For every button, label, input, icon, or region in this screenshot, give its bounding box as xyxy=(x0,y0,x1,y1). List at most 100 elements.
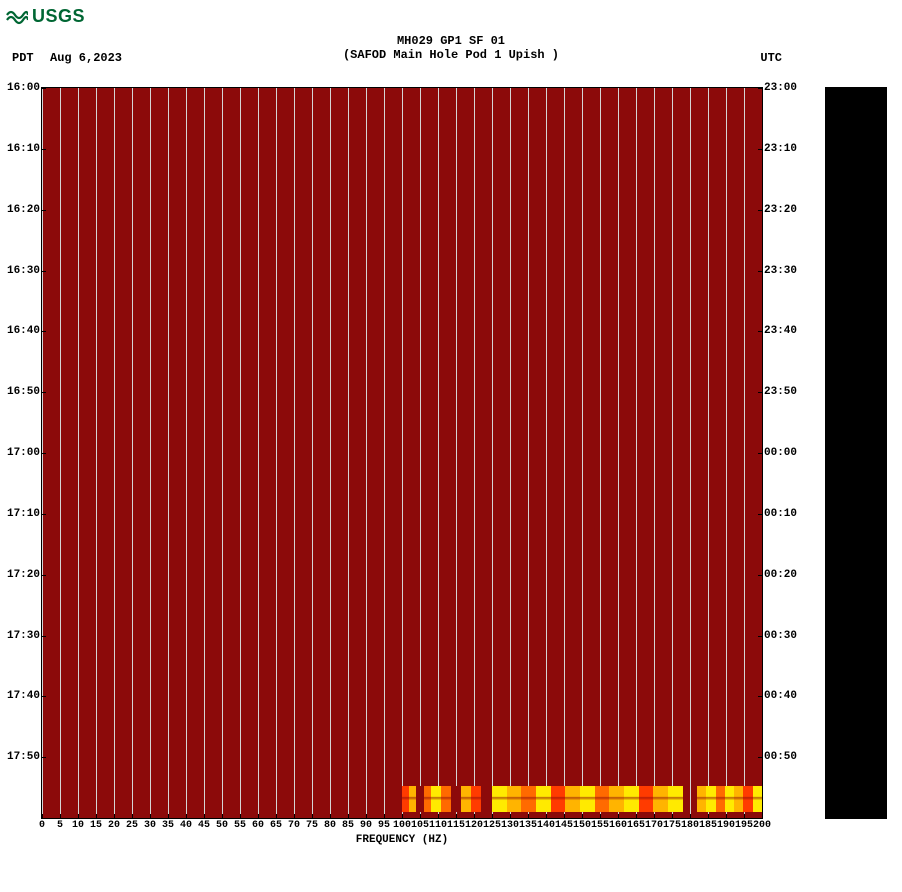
x-axis-label: FREQUENCY (HZ) xyxy=(42,834,762,846)
gridline xyxy=(636,88,637,818)
gridline xyxy=(438,88,439,818)
signal-cell xyxy=(521,786,536,812)
xtick: 60 xyxy=(252,820,264,831)
ytick-left: 17:40 xyxy=(0,690,40,702)
xtick: 70 xyxy=(288,820,300,831)
gridline xyxy=(78,88,79,818)
gridline xyxy=(456,88,457,818)
xtick: 75 xyxy=(306,820,318,831)
ytick-right: 00:50 xyxy=(764,751,814,763)
gridline xyxy=(96,88,97,818)
xtick: 30 xyxy=(144,820,156,831)
signal-cell xyxy=(639,786,654,812)
xtick: 50 xyxy=(216,820,228,831)
xtick: 115 xyxy=(447,820,465,831)
xtick: 65 xyxy=(270,820,282,831)
signal-cell xyxy=(431,786,441,812)
gridline xyxy=(420,88,421,818)
ytick-left: 16:10 xyxy=(0,143,40,155)
xtick: 0 xyxy=(39,820,45,831)
signal-cell xyxy=(441,786,451,812)
spectrogram-plot xyxy=(42,88,762,818)
ytick-left: 17:20 xyxy=(0,569,40,581)
xtick: 85 xyxy=(342,820,354,831)
xtick: 45 xyxy=(198,820,210,831)
ytick-left: 17:50 xyxy=(0,751,40,763)
signal-cell xyxy=(507,786,522,812)
xtick: 35 xyxy=(162,820,174,831)
signal-cell xyxy=(580,786,595,812)
ytick-left: 16:20 xyxy=(0,204,40,216)
xtick: 160 xyxy=(609,820,627,831)
signal-cell xyxy=(402,786,409,812)
gridline xyxy=(60,88,61,818)
ytick-right: 00:20 xyxy=(764,569,814,581)
xtick: 190 xyxy=(717,820,735,831)
ytick-right: 23:10 xyxy=(764,143,814,155)
xtick: 200 xyxy=(753,820,771,831)
xtick: 5 xyxy=(57,820,63,831)
gridline xyxy=(582,88,583,818)
gridline xyxy=(564,88,565,818)
ytick-right: 00:10 xyxy=(764,508,814,520)
gridline xyxy=(708,88,709,818)
gridline xyxy=(186,88,187,818)
y-axis-right: 23:0023:1023:2023:3023:4023:5000:0000:10… xyxy=(764,88,814,818)
signal-cell xyxy=(716,786,725,812)
y-axis-left: 16:0016:1016:2016:3016:4016:5017:0017:10… xyxy=(0,88,40,818)
gridline xyxy=(654,88,655,818)
gridline xyxy=(222,88,223,818)
signal-cell xyxy=(743,786,752,812)
signal-cell xyxy=(424,786,431,812)
ytick-right: 23:40 xyxy=(764,325,814,337)
signal-band xyxy=(431,786,481,812)
xtick: 175 xyxy=(663,820,681,831)
xtick: 145 xyxy=(555,820,573,831)
gridline xyxy=(384,88,385,818)
ytick-right: 00:40 xyxy=(764,690,814,702)
ytick-left: 16:50 xyxy=(0,386,40,398)
signal-cell xyxy=(451,786,461,812)
signal-cell xyxy=(416,786,423,812)
signal-cell xyxy=(753,786,762,812)
signal-cell xyxy=(492,786,507,812)
signal-band xyxy=(697,786,762,812)
gridline xyxy=(168,88,169,818)
gridline xyxy=(276,88,277,818)
ytick-right: 23:00 xyxy=(764,82,814,94)
ytick-right: 23:30 xyxy=(764,265,814,277)
ytick-left: 16:30 xyxy=(0,265,40,277)
gridline xyxy=(330,88,331,818)
gridline xyxy=(240,88,241,818)
xtick: 40 xyxy=(180,820,192,831)
xtick: 170 xyxy=(645,820,663,831)
ytick-left: 16:00 xyxy=(0,82,40,94)
xtick: 125 xyxy=(483,820,501,831)
signal-cell xyxy=(595,786,610,812)
ytick-right: 23:20 xyxy=(764,204,814,216)
gridline xyxy=(204,88,205,818)
ytick-right: 00:00 xyxy=(764,447,814,459)
xtick: 155 xyxy=(591,820,609,831)
gridline xyxy=(600,88,601,818)
xtick: 105 xyxy=(411,820,429,831)
signal-cell xyxy=(734,786,743,812)
timezone-left: PDT xyxy=(12,51,34,65)
signal-cell xyxy=(471,786,481,812)
signal-cell xyxy=(609,786,624,812)
gridline xyxy=(510,88,511,818)
xtick: 55 xyxy=(234,820,246,831)
xtick: 90 xyxy=(360,820,372,831)
signal-cell xyxy=(461,786,471,812)
signal-cell xyxy=(409,786,416,812)
signal-cell xyxy=(697,786,706,812)
gridline xyxy=(474,88,475,818)
gridline xyxy=(492,88,493,818)
gridline xyxy=(618,88,619,818)
gridline xyxy=(258,88,259,818)
xtick: 100 xyxy=(393,820,411,831)
xtick: 120 xyxy=(465,820,483,831)
xtick: 195 xyxy=(735,820,753,831)
gridline xyxy=(528,88,529,818)
xtick: 140 xyxy=(537,820,555,831)
